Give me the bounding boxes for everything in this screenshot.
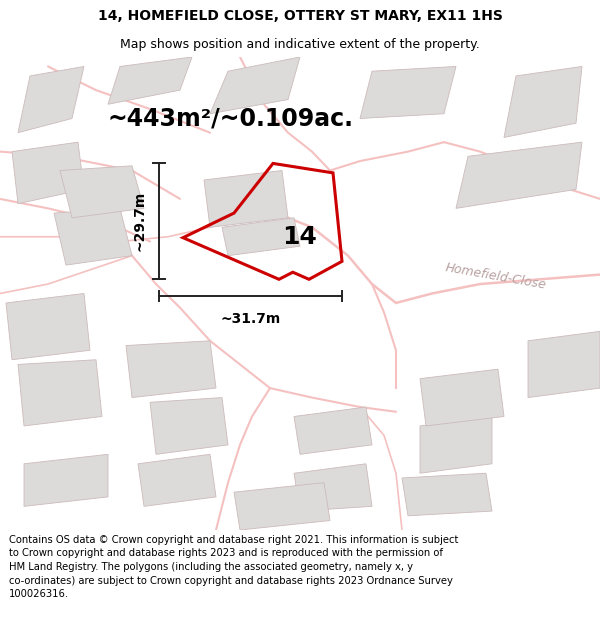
Polygon shape <box>222 218 300 256</box>
Text: 14: 14 <box>283 225 317 249</box>
Polygon shape <box>402 473 492 516</box>
Text: ~443m²/~0.109ac.: ~443m²/~0.109ac. <box>108 106 354 131</box>
Polygon shape <box>234 482 330 530</box>
Polygon shape <box>504 66 582 138</box>
Text: ~29.7m: ~29.7m <box>133 191 147 251</box>
Polygon shape <box>204 171 288 227</box>
Polygon shape <box>420 369 504 426</box>
Text: Contains OS data © Crown copyright and database right 2021. This information is : Contains OS data © Crown copyright and d… <box>9 535 458 599</box>
Polygon shape <box>294 464 372 511</box>
Polygon shape <box>24 454 108 506</box>
Polygon shape <box>360 66 456 119</box>
Polygon shape <box>6 294 90 360</box>
Polygon shape <box>12 142 84 204</box>
Polygon shape <box>210 57 300 114</box>
Polygon shape <box>108 57 192 104</box>
Polygon shape <box>126 341 216 398</box>
Polygon shape <box>456 142 582 208</box>
Polygon shape <box>420 416 492 473</box>
Polygon shape <box>294 407 372 454</box>
Polygon shape <box>18 360 102 426</box>
Polygon shape <box>528 331 600 398</box>
Polygon shape <box>54 208 132 265</box>
Polygon shape <box>18 66 84 132</box>
Text: 14, HOMEFIELD CLOSE, OTTERY ST MARY, EX11 1HS: 14, HOMEFIELD CLOSE, OTTERY ST MARY, EX1… <box>98 9 502 23</box>
Text: Homefield-Close: Homefield-Close <box>444 262 547 292</box>
Polygon shape <box>138 454 216 506</box>
Text: ~31.7m: ~31.7m <box>220 312 281 326</box>
Polygon shape <box>60 166 144 218</box>
Polygon shape <box>150 398 228 454</box>
Text: Map shows position and indicative extent of the property.: Map shows position and indicative extent… <box>120 38 480 51</box>
